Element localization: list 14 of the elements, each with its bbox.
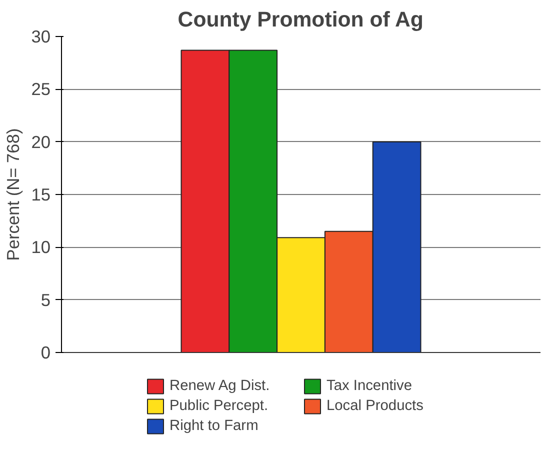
legend-label: Right to Farm	[170, 418, 260, 434]
legend-label: Tax Incentive	[326, 378, 414, 394]
y-tick-label: 30	[31, 26, 51, 46]
legend-label: Local Products	[326, 398, 424, 414]
y-tick-label: 5	[40, 290, 51, 310]
legend-label: Renew Ag Dist.	[170, 378, 271, 394]
y-tick-label: 20	[31, 132, 51, 152]
legend-label: Public Percept.	[170, 398, 270, 414]
y-axis-title: Percent (N= 768)	[3, 128, 24, 261]
y-tick-label: 0	[40, 342, 51, 362]
y-tick-label: 15	[31, 184, 51, 204]
y-tick-label: 10	[31, 237, 51, 258]
chart-title: County Promotion of Ag	[178, 8, 424, 32]
y-tick-label: 25	[31, 79, 51, 100]
